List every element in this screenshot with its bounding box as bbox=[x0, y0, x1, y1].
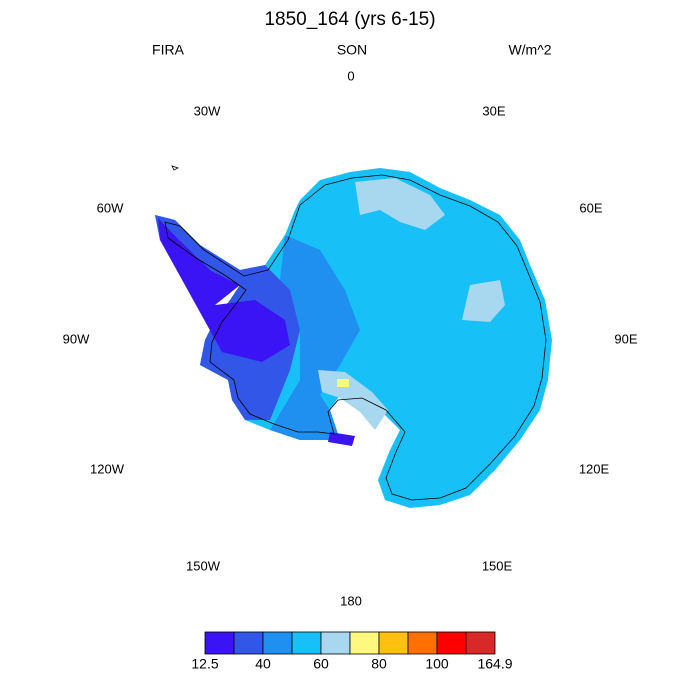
colorbar-box bbox=[204, 631, 235, 655]
lon-label: 120E bbox=[579, 461, 610, 476]
colorbar-label: 12.5 bbox=[191, 656, 218, 672]
coastline bbox=[164, 174, 547, 501]
field-region bbox=[270, 235, 360, 440]
lon-label: 0 bbox=[347, 68, 354, 83]
colorbar-box bbox=[407, 631, 438, 655]
colorbar: 12.5 40 60 80 100 164.9 bbox=[191, 631, 513, 672]
field-region bbox=[355, 178, 445, 230]
lon-label: 150W bbox=[186, 558, 221, 573]
lon-label: 30W bbox=[194, 103, 221, 118]
colorbar-label: 100 bbox=[425, 656, 449, 672]
coastline bbox=[171, 165, 180, 171]
colorbar-box bbox=[378, 631, 409, 655]
colorbar-label: 80 bbox=[371, 656, 387, 672]
antarctica-field bbox=[155, 165, 552, 508]
lon-label: 90E bbox=[614, 331, 637, 346]
lon-label: 90W bbox=[63, 331, 90, 346]
colorbar-box bbox=[436, 631, 467, 655]
colorbar-label: 164.9 bbox=[477, 656, 512, 672]
colorbar-label: 40 bbox=[255, 656, 271, 672]
colorbar-box bbox=[465, 631, 496, 655]
field-region bbox=[337, 379, 349, 387]
right-string: W/m^2 bbox=[508, 42, 551, 58]
lon-label: 60E bbox=[579, 200, 602, 215]
left-string: FIRA bbox=[152, 42, 185, 58]
lon-label: 60W bbox=[97, 200, 124, 215]
colorbar-box bbox=[262, 631, 293, 655]
lon-label: 30E bbox=[482, 103, 505, 118]
colorbar-box bbox=[291, 631, 322, 655]
lon-label: 120W bbox=[90, 461, 125, 476]
field-region bbox=[318, 370, 388, 430]
colorbar-box bbox=[349, 631, 380, 655]
title: 1850_164 (yrs 6-15) bbox=[264, 9, 435, 30]
lon-label: 150E bbox=[482, 558, 513, 573]
field-region bbox=[462, 280, 505, 322]
lon-label: 180 bbox=[340, 593, 362, 608]
colorbar-label: 60 bbox=[313, 656, 329, 672]
colorbar-box bbox=[233, 631, 264, 655]
field-region bbox=[328, 432, 355, 446]
center-string: SON bbox=[337, 42, 367, 58]
lon-labels: 0 30E 60E 90E 120E 150E 180 150W 120W 90… bbox=[63, 68, 638, 608]
colorbar-box bbox=[320, 631, 351, 655]
